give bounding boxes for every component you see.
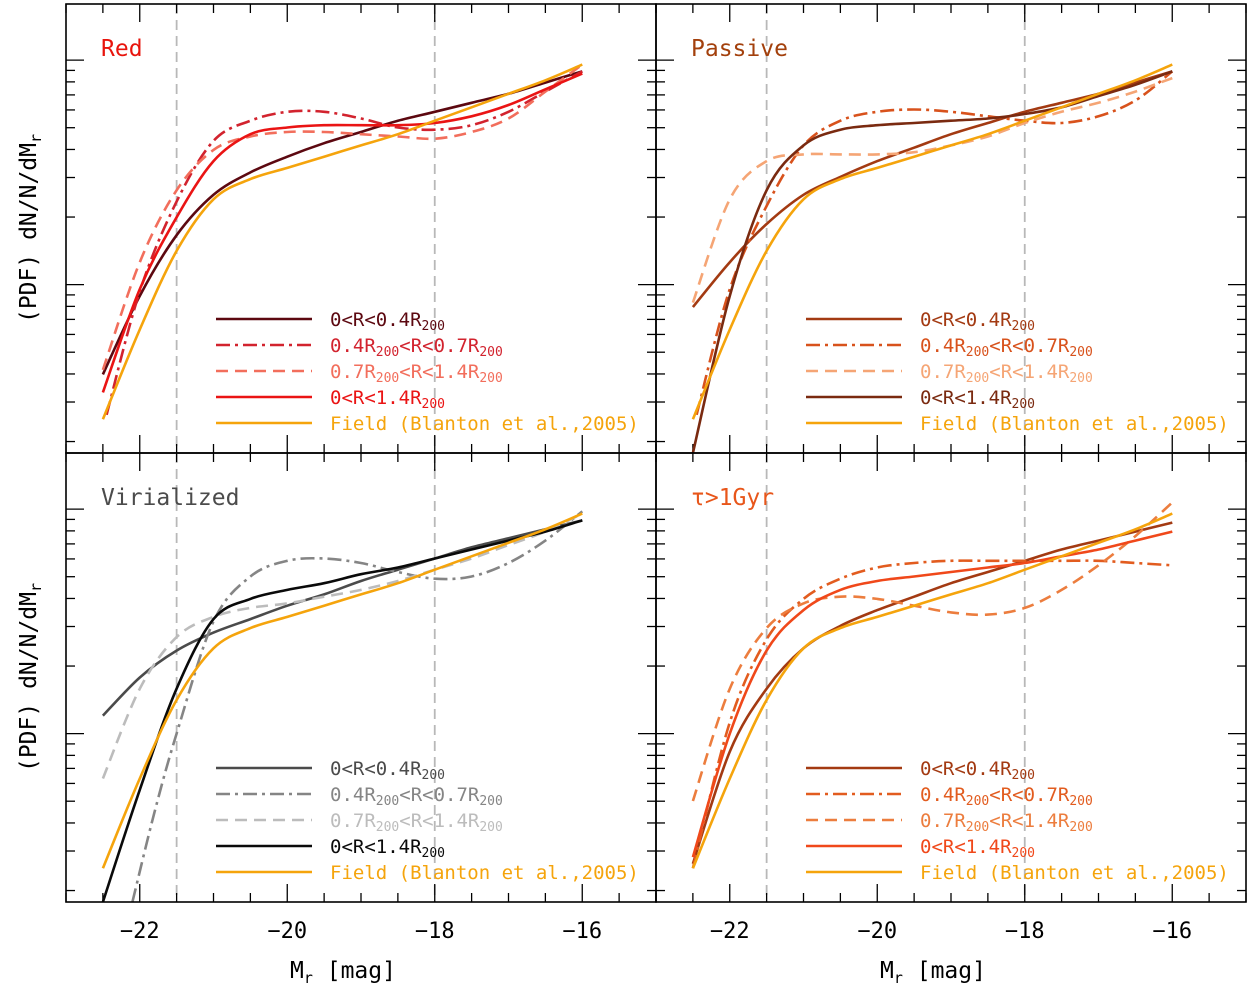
series-line-5 (691, 63, 1173, 420)
y-axis-label: (PDF) dN/N/dMr (16, 583, 45, 772)
legend-label-4: 0<R<1.4R200 (920, 836, 1035, 861)
legend-label-4: 0<R<1.4R200 (920, 387, 1035, 412)
y-axis-label: (PDF) dN/N/dMr (16, 134, 45, 323)
series-line-3 (101, 512, 583, 779)
series-line-4 (691, 530, 1173, 858)
legend-label-5: Field (Blanton et al.,2005) (920, 413, 1229, 435)
x-tick-label: −22 (710, 919, 750, 944)
chart-panel-3: −22 −20 −18 −16 Mr [mag] (PDF) dN/N/dMr Virial… (16, 452, 657, 987)
x-tick-label: −16 (1152, 919, 1192, 944)
chart-panel-1: (PDF) dN/N/dMr Red 0<R<0.4R2000.4R200<R<0.… (16, 3, 657, 454)
legend-label-2: 0.4R200<R<0.7R200 (920, 784, 1093, 809)
legend-label-2: 0.4R200<R<0.7R200 (330, 784, 503, 809)
panel-title: Passive (691, 36, 788, 62)
series-line-4 (101, 519, 583, 902)
legend-label-3: 0.7R200<R<1.4R200 (330, 361, 503, 386)
series-line-2 (131, 510, 584, 902)
series-line-2 (691, 559, 1173, 869)
x-axis-label: Mr [mag] (880, 958, 986, 987)
x-tick-label: −18 (415, 919, 455, 944)
series-line-3 (691, 76, 1173, 304)
series-line-4 (101, 72, 583, 393)
series-line-1 (691, 70, 1173, 308)
legend-label-3: 0.7R200<R<1.4R200 (920, 810, 1093, 835)
x-axis-label: Mr [mag] (290, 958, 396, 987)
series-line-4 (691, 70, 1173, 453)
legend-label-5: Field (Blanton et al.,2005) (330, 413, 639, 435)
chart-panel-2: Passive 0<R<0.4R2000.4R200<R<0.7R2000.7R2… (655, 3, 1247, 454)
series-line-5 (691, 512, 1173, 869)
legend-label-2: 0.4R200<R<0.7R200 (920, 335, 1093, 360)
legend-label-4: 0<R<1.4R200 (330, 387, 445, 412)
panel-title: τ>1Gyr (691, 485, 774, 511)
x-tick-label: −22 (120, 919, 160, 944)
legend-label-5: Field (Blanton et al.,2005) (330, 862, 639, 884)
x-tick-label: −16 (562, 919, 602, 944)
legend-label-3: 0.7R200<R<1.4R200 (920, 361, 1093, 386)
x-tick-label: −20 (267, 919, 307, 944)
series-line-1 (101, 519, 583, 717)
series-line-5 (101, 512, 583, 869)
x-tick-label: −18 (1005, 919, 1045, 944)
legend-label-1: 0<R<0.4R200 (920, 758, 1035, 783)
series-line-5 (101, 63, 583, 420)
panel-frame (655, 452, 1247, 903)
legend-label-1: 0<R<0.4R200 (330, 309, 445, 334)
legend-label-1: 0<R<0.4R200 (330, 758, 445, 783)
series-line-1 (691, 521, 1173, 865)
legend-label-3: 0.7R200<R<1.4R200 (330, 810, 503, 835)
panel-title: Red (101, 36, 143, 62)
legend-label-4: 0<R<1.4R200 (330, 836, 445, 861)
series-line-3 (691, 501, 1174, 802)
legend-label-1: 0<R<0.4R200 (920, 309, 1035, 334)
series-line-2 (105, 70, 583, 416)
legend-label-2: 0.4R200<R<0.7R200 (330, 335, 503, 360)
x-tick-label: −20 (857, 919, 897, 944)
legend-label-5: Field (Blanton et al.,2005) (920, 862, 1229, 884)
series-line-3 (101, 63, 584, 371)
chart-panel-4: −22 −20 −18 −16 Mr [mag] τ>1Gyr 0<R<0.4R2000.4… (655, 452, 1247, 987)
panel-title: Virialized (101, 485, 239, 511)
series-line-2 (695, 70, 1174, 416)
